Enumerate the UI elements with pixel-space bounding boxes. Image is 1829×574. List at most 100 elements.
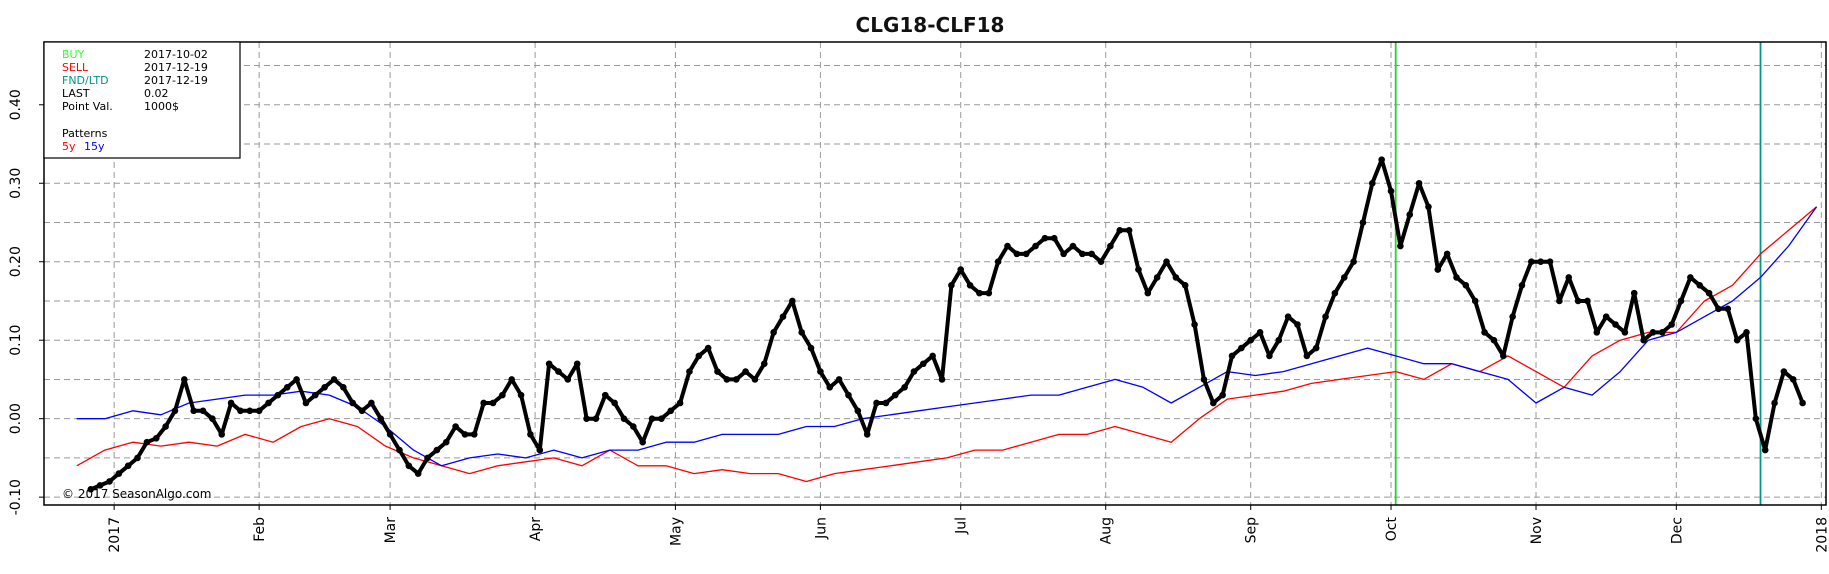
series-spread-point xyxy=(1294,321,1301,328)
info-box-frame xyxy=(43,41,241,159)
series-spread-point xyxy=(386,431,394,438)
series-spread-point xyxy=(882,399,890,407)
series-spread-point xyxy=(1724,305,1732,313)
series-spread-point xyxy=(630,423,637,430)
series-spread-point xyxy=(639,438,646,446)
series-spread-point xyxy=(536,446,544,454)
x-tick-label: Dec xyxy=(1669,517,1685,544)
series-spread-point xyxy=(798,329,806,336)
series-spread-point xyxy=(611,399,618,407)
series-spread-point xyxy=(1303,352,1311,360)
info-row-value: 1000$ xyxy=(144,100,179,113)
series-spread-point xyxy=(686,368,693,375)
x-tick-label: 2018 xyxy=(1814,517,1829,553)
series-spread-point xyxy=(87,486,95,493)
series-spread-point xyxy=(1256,329,1264,336)
info-row-value: 2017-12-19 xyxy=(144,74,208,87)
series-spread-point xyxy=(171,407,179,415)
y-tick-label: -0.10 xyxy=(8,479,24,515)
series-spread-point xyxy=(704,344,712,352)
series-spread-point xyxy=(134,454,141,462)
series-spread-point xyxy=(1499,352,1507,360)
series-spread-point xyxy=(742,368,749,375)
info-row-value: 0.02 xyxy=(144,87,169,100)
series-layer xyxy=(76,156,1818,493)
series-spread-point xyxy=(1630,289,1638,297)
series-spread-point xyxy=(181,376,188,383)
series-spread-point xyxy=(573,360,581,368)
series-spread-point xyxy=(265,399,272,407)
series-spread-point xyxy=(1238,344,1245,352)
grid-layer xyxy=(44,42,1826,505)
series-spread-point xyxy=(302,399,310,407)
series-spread-point xyxy=(1312,344,1320,352)
series-spread-point xyxy=(1799,399,1806,407)
info-row-label: SELL xyxy=(62,61,89,74)
chart-title: CLG18-CLF18 xyxy=(856,13,1005,37)
series-spread-point xyxy=(807,344,815,352)
series-spread-point xyxy=(1050,234,1058,242)
x-tick-label: Mar xyxy=(383,517,399,544)
series-spread-point xyxy=(751,376,759,383)
series-spread-point xyxy=(311,391,319,399)
series-spread-point xyxy=(246,407,254,415)
series-spread-point xyxy=(1434,266,1442,273)
series-spread-point xyxy=(1649,329,1657,336)
series-spread-point xyxy=(648,415,656,422)
series-spread-point xyxy=(1275,336,1283,344)
series-spread-point xyxy=(1284,313,1292,320)
series-spread-point xyxy=(779,313,787,320)
info-row-value: 2017-12-19 xyxy=(144,61,208,74)
series-spread-point xyxy=(826,383,834,391)
series-spread-point xyxy=(1350,258,1357,266)
series-spread-point xyxy=(190,407,197,415)
plot-frame xyxy=(43,41,1827,506)
series-spread-point xyxy=(1228,352,1236,360)
info-row-label: LAST xyxy=(62,87,90,100)
series-spread-point xyxy=(1191,321,1198,328)
series-spread-point xyxy=(1340,274,1348,281)
pattern-items: 5y 15y xyxy=(62,140,105,153)
series-spread-point xyxy=(1752,415,1760,422)
series-spread-point xyxy=(873,399,880,407)
series-spread-point xyxy=(106,478,113,485)
series-spread-point xyxy=(910,368,918,375)
series-spread-point xyxy=(124,462,132,470)
x-tick-label: May xyxy=(668,517,684,546)
series-spread-point xyxy=(1415,179,1423,187)
series-spread-point xyxy=(1359,219,1367,226)
series-spread-point xyxy=(1677,297,1685,305)
series-spread-point xyxy=(770,329,777,336)
series-spread-point xyxy=(1556,297,1563,305)
series-spread-point xyxy=(1125,227,1133,234)
series-spread-point xyxy=(433,446,441,454)
series-spread-point xyxy=(583,415,590,422)
info-row-value: 2017-10-02 xyxy=(144,48,208,61)
series-spread-point xyxy=(517,391,525,399)
x-tick-label: Aug xyxy=(1099,517,1115,544)
axis-layer: -0.10 0.00 0.10 0.20 0.30 0.40 2017 Feb Mar Apr Ma… xyxy=(8,89,1829,552)
series-spread-point xyxy=(396,446,403,454)
series-spread-point xyxy=(1378,156,1385,164)
series-spread-point xyxy=(789,297,796,305)
series-spread-point xyxy=(1022,250,1030,258)
x-tick-label: Sep xyxy=(1244,517,1260,544)
series-spread-point xyxy=(1079,250,1086,258)
series-spread-point xyxy=(274,391,282,399)
series-spread-point xyxy=(760,360,768,368)
series-spread-point xyxy=(1153,274,1161,281)
patterns-label: Patterns xyxy=(62,127,108,140)
series-spread-point xyxy=(658,415,665,422)
series-spread-point xyxy=(1041,234,1049,242)
series-spread-point xyxy=(1331,289,1339,297)
series-spread-point xyxy=(1322,313,1329,320)
series-spread-point xyxy=(349,399,356,407)
series-spread-point xyxy=(1266,352,1273,360)
series-spread-point xyxy=(96,482,104,489)
info-rows: BUY 2017-10-02 SELL 2017-12-19 FND/LTD 2017-1… xyxy=(62,48,208,113)
series-spread-point xyxy=(1715,305,1722,313)
series-spread-point xyxy=(1181,281,1189,289)
series-spread-point xyxy=(620,415,628,422)
series-spread-point xyxy=(1509,313,1516,320)
series-spread-point xyxy=(1200,376,1208,383)
